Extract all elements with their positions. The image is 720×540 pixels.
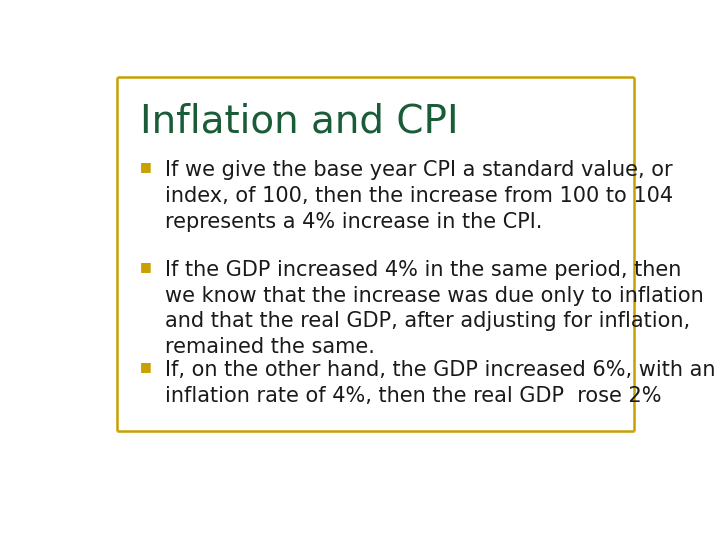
Text: ■: ■ — [140, 260, 152, 273]
Text: ■: ■ — [140, 360, 152, 373]
Text: If the GDP increased 4% in the same period, then
we know that the increase was d: If the GDP increased 4% in the same peri… — [166, 260, 704, 357]
Text: If we give the base year CPI a standard value, or
index, of 100, then the increa: If we give the base year CPI a standard … — [166, 160, 673, 232]
Text: Inflation and CPI: Inflation and CPI — [140, 102, 459, 140]
Text: If, on the other hand, the GDP increased 6%, with an
inflation rate of 4%, then : If, on the other hand, the GDP increased… — [166, 360, 716, 406]
Text: ■: ■ — [140, 160, 152, 173]
